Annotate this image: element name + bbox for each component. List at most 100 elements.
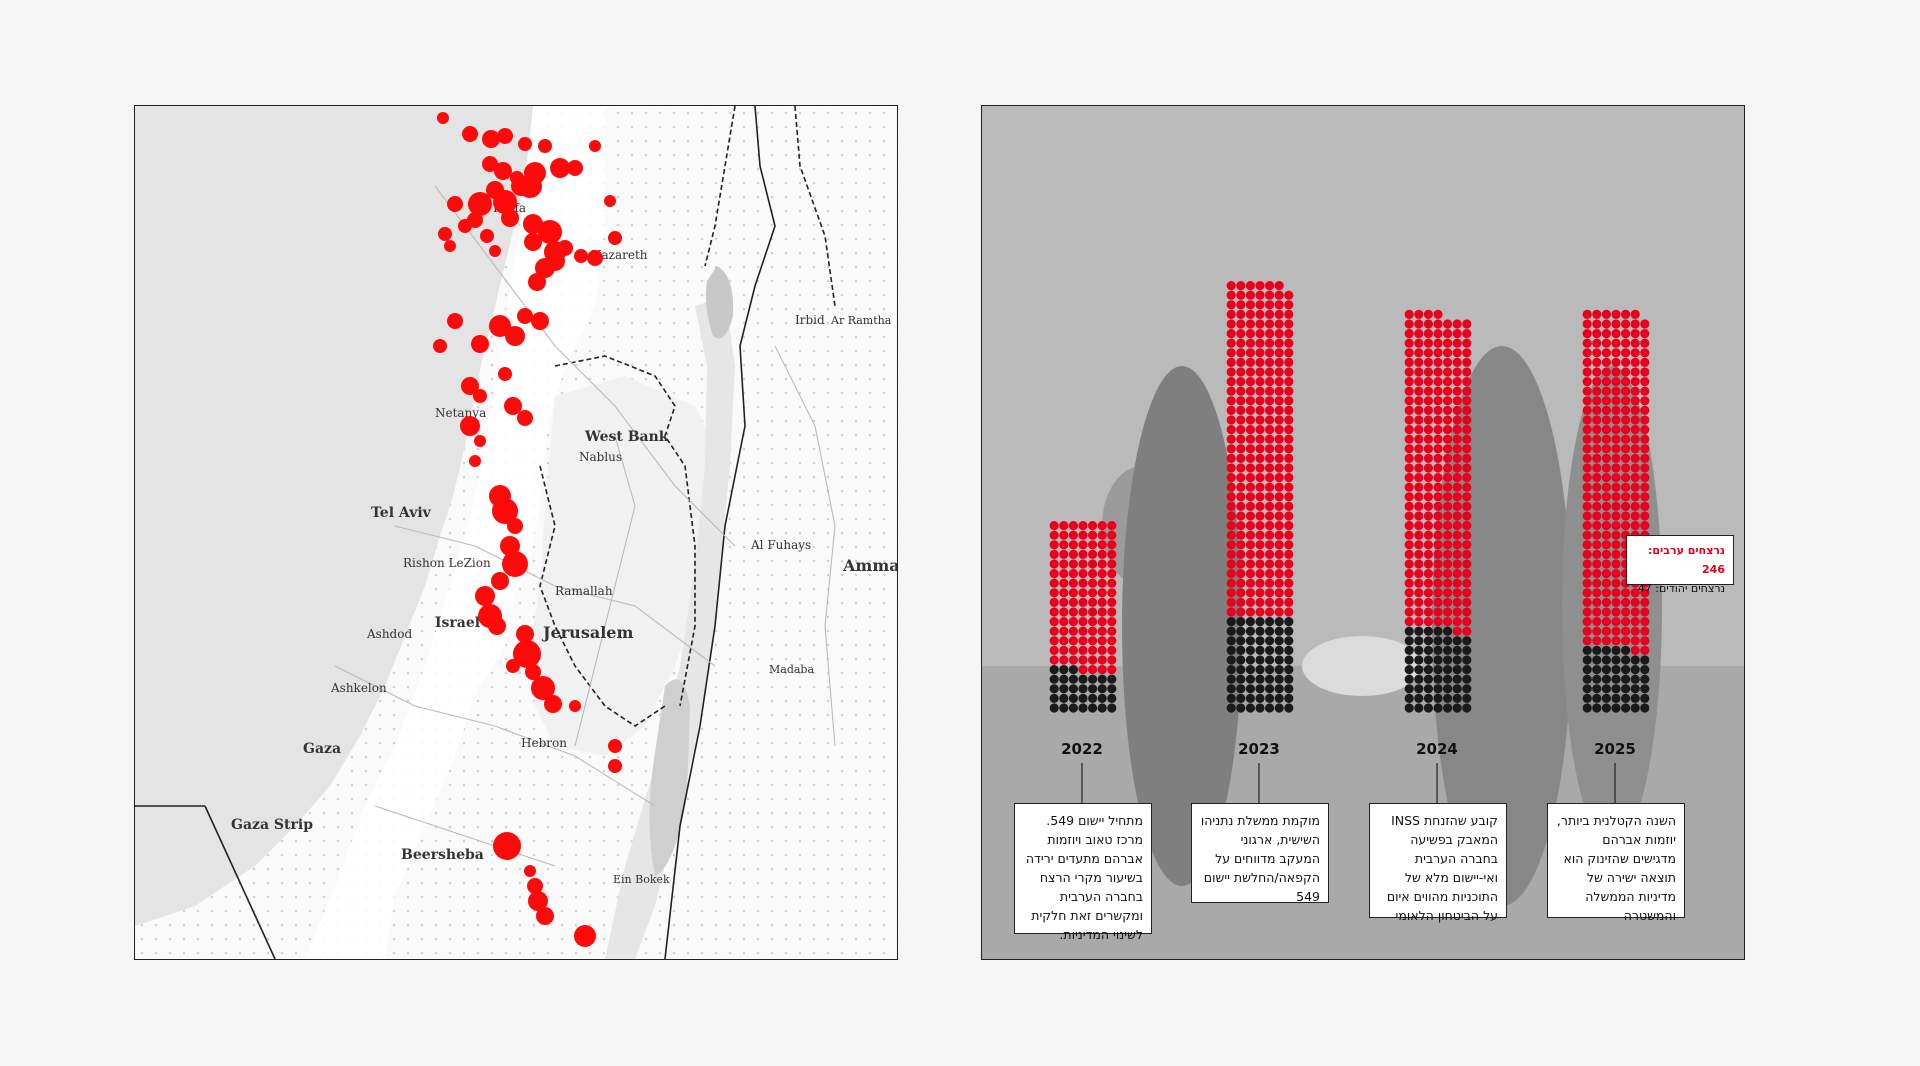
dot-arab-victim (1107, 588, 1117, 598)
murder-marker (471, 335, 489, 353)
dot-jewish-victim (1462, 693, 1472, 704)
dot-arab-victim (1226, 405, 1236, 415)
dot-arab-victim (1255, 290, 1265, 300)
dot-jewish-victim (1226, 693, 1236, 704)
dot-arab-victim (1601, 425, 1611, 435)
dot-arab-victim (1414, 444, 1424, 454)
dot-arab-victim (1088, 617, 1098, 627)
dot-arab-victim (1443, 588, 1453, 598)
dot-arab-victim (1592, 396, 1602, 406)
dot-arab-victim (1423, 549, 1433, 559)
dot-jewish-victim (1452, 674, 1462, 684)
dot-jewish-victim (1404, 626, 1414, 636)
dot-jewish-victim (1226, 684, 1236, 694)
dot-arab-victim (1265, 501, 1275, 511)
dot-jewish-victim (1611, 703, 1621, 713)
dot-arab-victim (1068, 549, 1078, 559)
dot-arab-victim (1255, 492, 1265, 502)
dot-arab-victim (1592, 319, 1602, 329)
dot-jewish-victim (1049, 703, 1059, 713)
dot-arab-victim (1423, 338, 1433, 348)
dot-arab-victim (1433, 597, 1443, 607)
dot-jewish-victim (1097, 674, 1107, 684)
dot-arab-victim (1433, 521, 1443, 531)
dot-arab-victim (1611, 338, 1621, 348)
dot-arab-victim (1107, 636, 1117, 646)
dot-jewish-victim (1462, 645, 1472, 656)
dot-jewish-victim (1601, 703, 1611, 713)
dot-jewish-victim (1640, 693, 1650, 704)
dot-arab-victim (1621, 367, 1631, 377)
legend-jewish-row: נרצחים יהודים: 47 (1635, 579, 1725, 598)
dot-arab-victim (1236, 405, 1246, 415)
dot-arab-victim (1443, 463, 1453, 473)
dot-arab-victim (1640, 415, 1650, 425)
dot-arab-victim (1621, 338, 1631, 348)
dot-arab-victim (1611, 636, 1621, 646)
dot-arab-victim (1630, 338, 1640, 348)
dot-jewish-victim (1443, 636, 1453, 646)
dot-arab-victim (1611, 588, 1621, 598)
dot-arab-victim (1592, 463, 1602, 473)
dot-arab-victim (1236, 300, 1246, 310)
dot-jewish-victim (1255, 674, 1265, 684)
dot-arab-victim (1107, 655, 1117, 665)
dot-arab-victim (1284, 386, 1294, 396)
dot-arab-victim (1284, 377, 1294, 387)
dot-arab-victim (1414, 511, 1424, 521)
dot-arab-victim (1255, 300, 1265, 310)
dot-arab-victim (1107, 645, 1117, 656)
dot-arab-victim (1274, 425, 1284, 435)
dot-arab-victim (1630, 405, 1640, 415)
dot-arab-victim (1423, 473, 1433, 483)
dot-arab-victim (1226, 453, 1236, 463)
dot-jewish-victim (1245, 626, 1255, 636)
dot-jewish-victim (1059, 684, 1069, 694)
dot-jewish-victim (1245, 674, 1255, 684)
callout-2023: מוקמת ממשלת נתניהו השישית, ארגוני המעקב … (1191, 803, 1329, 904)
dot-arab-victim (1601, 492, 1611, 502)
dot-jewish-victim (1107, 684, 1117, 694)
dot-arab-victim (1582, 367, 1592, 377)
dot-arab-victim (1611, 329, 1621, 339)
dot-jewish-victim (1284, 703, 1294, 713)
dot-arab-victim (1414, 367, 1424, 377)
dot-arab-victim (1611, 357, 1621, 367)
dot-arab-victim (1414, 473, 1424, 483)
dot-arab-victim (1284, 588, 1294, 598)
dot-arab-victim (1630, 453, 1640, 463)
dot-jewish-victim (1423, 665, 1433, 675)
dot-arab-victim (1274, 348, 1284, 358)
dot-arab-victim (1414, 396, 1424, 406)
dot-arab-victim (1226, 588, 1236, 598)
dot-jewish-victim (1236, 626, 1246, 636)
dot-arab-victim (1265, 300, 1275, 310)
dot-jewish-victim (1423, 674, 1433, 684)
murder-marker (506, 659, 520, 673)
murder-marker (516, 625, 534, 643)
dot-jewish-victim (1640, 703, 1650, 713)
dot-arab-victim (1236, 530, 1246, 540)
dot-arab-victim (1611, 617, 1621, 627)
dot-arab-victim (1621, 511, 1631, 521)
dot-arab-victim (1284, 482, 1294, 492)
dot-arab-victim (1452, 357, 1462, 367)
dot-arab-victim (1462, 511, 1472, 521)
dot-jewish-victim (1433, 703, 1443, 713)
dot-arab-victim (1078, 655, 1088, 665)
dot-arab-victim (1630, 329, 1640, 339)
murder-marker (587, 250, 603, 266)
label-madaba: Madaba (769, 663, 814, 676)
dot-jewish-victim (1592, 665, 1602, 675)
dot-jewish-victim (1630, 655, 1640, 665)
dot-arab-victim (1404, 367, 1414, 377)
murder-marker (489, 315, 511, 337)
dot-arab-victim (1245, 348, 1255, 358)
dot-arab-victim (1284, 463, 1294, 473)
dot-arab-victim (1630, 425, 1640, 435)
dot-arab-victim (1452, 549, 1462, 559)
dot-jewish-victim (1236, 665, 1246, 675)
dot-arab-victim (1265, 578, 1275, 588)
dot-arab-victim (1404, 463, 1414, 473)
dot-arab-victim (1226, 549, 1236, 559)
